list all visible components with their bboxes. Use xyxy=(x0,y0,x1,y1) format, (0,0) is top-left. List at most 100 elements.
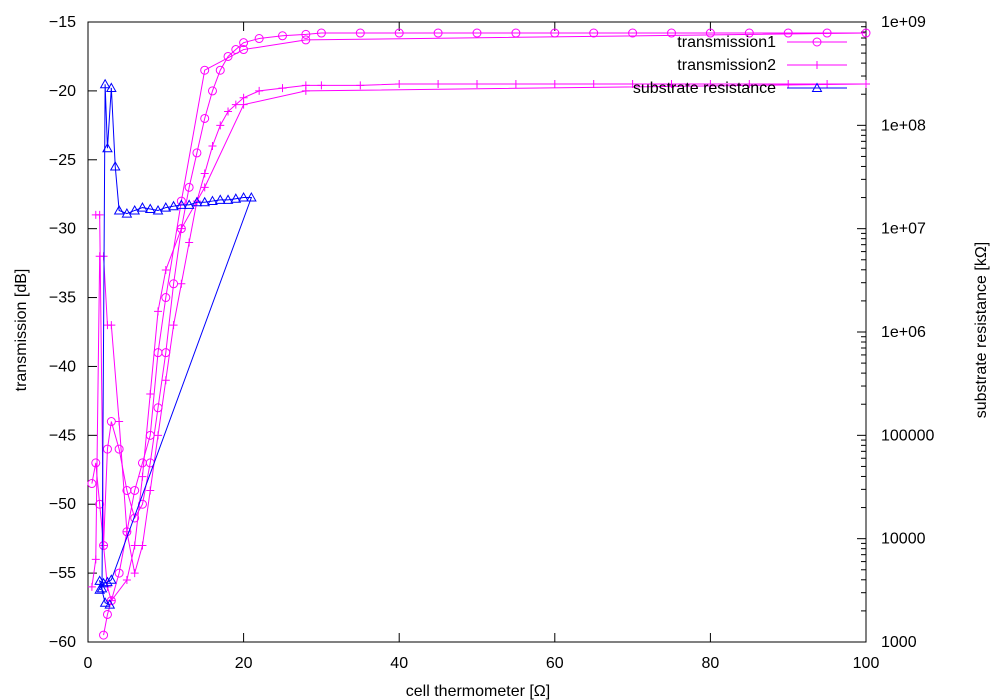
data-point-substrate-resistance xyxy=(230,193,242,203)
data-point-transmission2 xyxy=(91,555,100,564)
data-point-transmission2 xyxy=(138,472,147,481)
data-point-substrate-resistance xyxy=(137,202,148,212)
data-point-transmission2 xyxy=(239,100,248,109)
y-tick-label: −60 xyxy=(49,634,76,651)
data-point-transmission2 xyxy=(434,80,443,88)
data-point-substrate-resistance xyxy=(160,202,172,212)
data-point-transmission1 xyxy=(99,630,109,640)
data-point-transmission1 xyxy=(102,444,112,454)
data-point-transmission2 xyxy=(395,80,404,88)
data-point-transmission1 xyxy=(239,45,249,55)
data-point-transmission1 xyxy=(861,28,871,38)
data-point-transmission2 xyxy=(550,80,559,88)
data-point-substrate-resistance xyxy=(104,599,116,609)
data-point-transmission2 xyxy=(161,266,170,274)
data-point-transmission2 xyxy=(208,142,217,150)
data-point-substrate-resistance xyxy=(99,597,111,607)
data-point-transmission2 xyxy=(177,224,186,233)
data-point-transmission1 xyxy=(130,485,140,495)
series-line-transmission2 xyxy=(91,83,867,602)
series-line-transmission1 xyxy=(91,32,867,636)
data-point-transmission1 xyxy=(200,65,210,75)
legend-label-substrate-resistance: substrate resistance xyxy=(633,80,776,97)
data-point-transmission2 xyxy=(224,107,233,116)
y2-tick-label: 1e+06 xyxy=(881,324,926,341)
legend-marker-substrate-resistance xyxy=(811,82,823,92)
data-point-substrate-resistance xyxy=(207,195,218,206)
data-point-substrate-resistance xyxy=(214,194,226,204)
x-tick-label: 0 xyxy=(84,655,93,672)
y-tick-label: −25 xyxy=(49,152,76,169)
data-point-transmission1 xyxy=(200,113,210,123)
data-point-transmission1 xyxy=(433,28,443,38)
y-tick-label: −55 xyxy=(49,565,76,582)
series-line-substrate-resistance xyxy=(98,84,253,606)
data-point-transmission1 xyxy=(316,28,326,38)
data-point-transmission1 xyxy=(192,148,202,158)
data-point-transmission1 xyxy=(278,31,287,41)
data-point-substrate-resistance xyxy=(99,78,111,89)
data-point-substrate-resistance xyxy=(105,574,117,584)
data-point-transmission1 xyxy=(744,28,754,38)
data-point-transmission2 xyxy=(200,183,209,192)
data-point-transmission2 xyxy=(185,238,194,247)
data-point-transmission2 xyxy=(107,321,116,330)
data-point-transmission2 xyxy=(862,80,870,88)
x-tick-label: 80 xyxy=(702,655,720,672)
y2-tick-label: 1000 xyxy=(881,634,917,651)
data-point-transmission2 xyxy=(667,80,676,88)
legend-marker-transmission1 xyxy=(812,37,822,47)
data-point-transmission1 xyxy=(822,28,832,38)
x-tick-label: 100 xyxy=(853,655,880,672)
data-point-transmission2 xyxy=(138,541,147,550)
data-point-transmission2 xyxy=(784,80,793,88)
data-point-transmission2 xyxy=(706,80,715,88)
data-point-substrate-resistance xyxy=(105,82,117,92)
plot-frame xyxy=(87,21,867,643)
data-point-transmission1 xyxy=(184,182,194,192)
y-tick-label: −15 xyxy=(49,14,76,31)
data-point-transmission1 xyxy=(783,28,793,38)
data-point-transmission2 xyxy=(356,81,365,90)
x-axis-title: cell thermometer [Ω] xyxy=(406,683,550,700)
data-point-transmission1 xyxy=(705,28,715,38)
data-point-substrate-resistance xyxy=(238,192,249,202)
data-point-transmission1 xyxy=(137,458,147,468)
data-point-transmission1 xyxy=(114,568,124,578)
data-point-transmission2 xyxy=(99,541,108,550)
data-point-transmission2 xyxy=(317,81,326,90)
data-point-transmission1 xyxy=(114,444,124,454)
data-point-transmission1 xyxy=(667,28,676,38)
y-tick-label: −30 xyxy=(49,221,76,238)
data-point-transmission1 xyxy=(102,609,112,619)
data-point-transmission2 xyxy=(130,569,139,578)
x-tick-label: 20 xyxy=(235,655,253,672)
data-point-transmission1 xyxy=(161,293,171,303)
data-point-transmission2 xyxy=(200,169,209,178)
data-point-substrate-resistance xyxy=(98,577,109,588)
data-point-transmission2 xyxy=(91,210,100,219)
y-tick-label: −45 xyxy=(49,427,76,444)
data-point-transmission1 xyxy=(91,458,101,468)
legend-label-transmission1: transmission1 xyxy=(677,34,776,51)
data-point-transmission1 xyxy=(223,51,233,61)
data-point-transmission2 xyxy=(146,486,155,495)
data-point-transmission2 xyxy=(239,93,248,102)
data-point-transmission1 xyxy=(394,28,404,38)
data-point-substrate-resistance xyxy=(152,204,164,215)
data-point-transmission1 xyxy=(472,28,482,38)
data-point-transmission1 xyxy=(239,38,249,48)
y2-tick-label: 10000 xyxy=(881,531,926,548)
data-point-substrate-resistance xyxy=(144,203,156,213)
data-point-transmission2 xyxy=(146,390,155,398)
x-tick-label: 60 xyxy=(546,655,564,672)
data-point-transmission1 xyxy=(355,28,365,38)
y-tick-label: −50 xyxy=(49,496,76,513)
data-point-transmission2 xyxy=(122,527,131,536)
y2-tick-label: 1e+09 xyxy=(881,14,926,31)
data-point-substrate-resistance xyxy=(199,196,211,207)
data-point-transmission1 xyxy=(301,29,311,39)
data-point-transmission2 xyxy=(122,576,131,584)
data-point-transmission1 xyxy=(301,35,311,45)
